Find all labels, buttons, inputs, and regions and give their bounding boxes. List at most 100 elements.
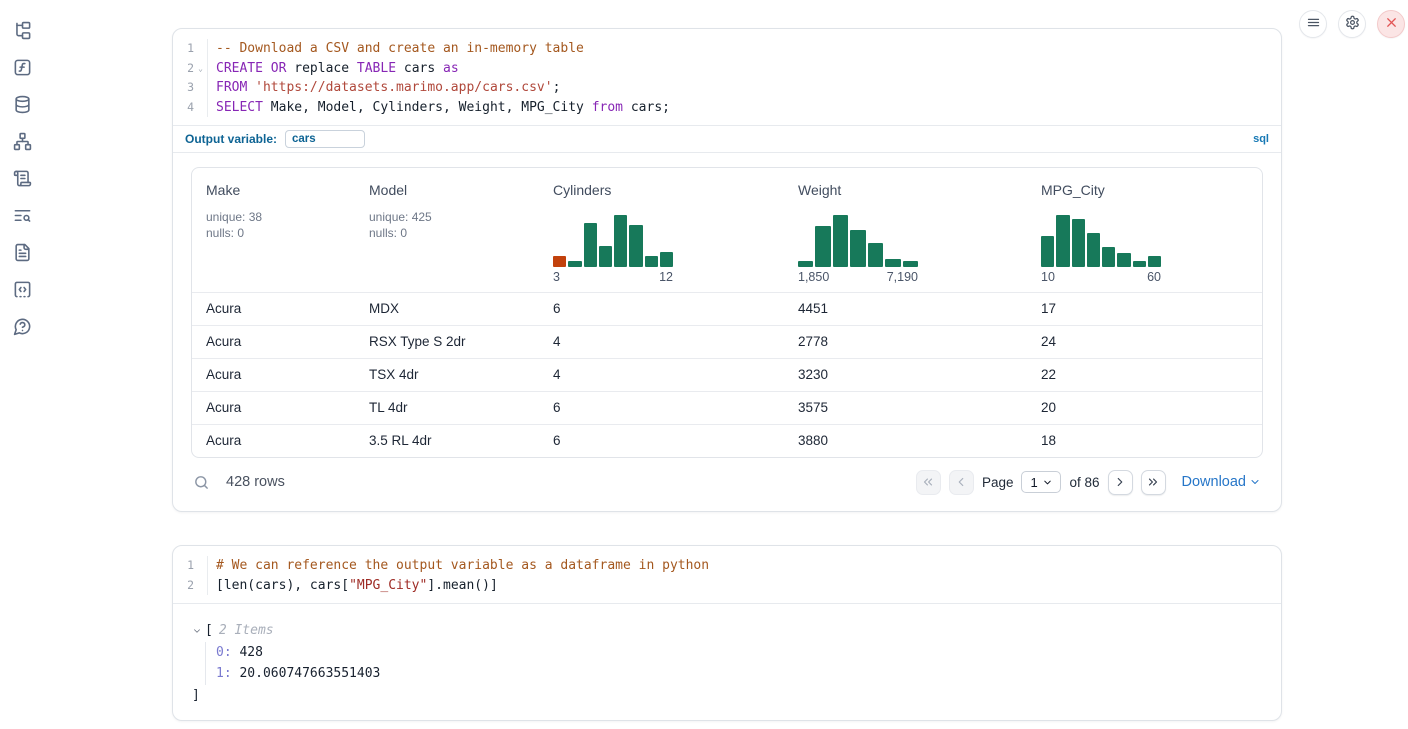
table-cell: TSX 4dr (355, 359, 539, 391)
python-code-editor[interactable]: 1# We can reference the output variable … (173, 546, 1281, 604)
table-footer: 428 rows Page 1 of 86 (193, 465, 1261, 499)
function-square-icon (13, 58, 32, 80)
sidebar-file-tree-button[interactable] (12, 22, 32, 42)
column-header-model[interactable]: Modelunique: 425nulls: 0 (355, 168, 539, 292)
code-line: 4SELECT Make, Model, Cylinders, Weight, … (173, 98, 1281, 118)
menu-icon (1306, 15, 1321, 33)
table-cell: RSX Type S 2dr (355, 326, 539, 358)
histogram-bar (1117, 253, 1130, 267)
histogram-bar (1072, 219, 1085, 267)
tree-item: 0: 428 (216, 642, 1265, 664)
tree-close-line: ] (192, 685, 1265, 707)
axis-label: 1,850 (798, 270, 829, 284)
sidebar-file-text-button[interactable] (12, 244, 32, 264)
column-header-cylinders[interactable]: Cylinders312 (539, 168, 784, 292)
sidebar-function-square-button[interactable] (12, 59, 32, 79)
histogram-bar (645, 256, 658, 267)
histogram-bar (584, 223, 597, 267)
row-count-label: 428 rows (226, 474, 285, 490)
column-stat: nulls: 0 (369, 225, 525, 241)
database-icon (13, 95, 32, 117)
histogram-axis-labels: 1060 (1041, 270, 1161, 284)
histogram-bar (599, 246, 612, 267)
code-text: # We can reference the output variable a… (208, 556, 709, 576)
settings-button[interactable] (1338, 10, 1366, 38)
last-page-button[interactable] (1141, 470, 1166, 495)
output-variable-input[interactable] (285, 130, 365, 148)
first-page-button[interactable] (916, 470, 941, 495)
sidebar-network-button[interactable] (12, 133, 32, 153)
chevrons-left-icon (921, 475, 935, 489)
table-cell: 6 (539, 293, 784, 325)
help-circle-icon (13, 317, 32, 339)
code-text: FROM 'https://datasets.marimo.app/cars.c… (208, 78, 560, 98)
sidebar-text-search-button[interactable] (12, 207, 32, 227)
page-label: Page (982, 475, 1014, 490)
close-icon (1384, 15, 1399, 33)
histogram-bar (1102, 247, 1115, 267)
table-row[interactable]: Acura3.5 RL 4dr6388018 (192, 424, 1262, 457)
code-line: 1-- Download a CSV and create an in-memo… (173, 39, 1281, 59)
table-cell: 4 (539, 326, 784, 358)
marimo-notebook: { "sidebar": { "icons": ["file-tree", "f… (0, 0, 1408, 729)
table-row[interactable]: AcuraMDX6445117 (192, 292, 1262, 325)
histogram-bar (903, 261, 918, 267)
menu-button[interactable] (1299, 10, 1327, 38)
page-select[interactable]: 1 (1021, 471, 1061, 493)
line-gutter: 2⌄ (173, 59, 208, 79)
code-text: CREATE OR replace TABLE cars as (208, 59, 459, 79)
table-cell: 24 (1027, 326, 1262, 358)
code-line: 3 FROM 'https://datasets.marimo.app/cars.… (173, 78, 1281, 98)
sidebar-scroll-text-button[interactable] (12, 170, 32, 190)
page-total-label: of 86 (1069, 475, 1099, 490)
sidebar-help-circle-button[interactable] (12, 318, 32, 338)
table-row[interactable]: AcuraTL 4dr6357520 (192, 391, 1262, 424)
previous-page-button[interactable] (949, 470, 974, 495)
data-table: Makeunique: 38nulls: 0Modelunique: 425nu… (191, 167, 1263, 458)
table-cell: 2778 (784, 326, 1027, 358)
table-header-row: Makeunique: 38nulls: 0Modelunique: 425nu… (192, 168, 1262, 292)
histogram-bars (553, 215, 673, 267)
table-cell: 4451 (784, 293, 1027, 325)
pagination: Page 1 of 86 (916, 470, 1166, 495)
top-right-controls (1299, 10, 1405, 38)
table-search-button[interactable] (193, 474, 210, 491)
table-row[interactable]: AcuraTSX 4dr4323022 (192, 358, 1262, 391)
table-cell: Acura (192, 359, 355, 391)
table-cell: 6 (539, 392, 784, 424)
column-header-mpg_city[interactable]: MPG_City1060 (1027, 168, 1262, 292)
histogram: 312 (553, 215, 673, 284)
search-icon (193, 474, 210, 491)
tree-item-value: 428 (232, 645, 263, 660)
column-header-make[interactable]: Makeunique: 38nulls: 0 (192, 168, 355, 292)
histogram-bars (798, 215, 918, 267)
sql-code-editor[interactable]: 1-- Download a CSV and create an in-memo… (173, 29, 1281, 125)
close-button[interactable] (1377, 10, 1405, 38)
chevron-down-icon (1249, 476, 1261, 488)
download-label: Download (1182, 474, 1247, 490)
language-badge: sql (1253, 133, 1269, 145)
chevron-down-icon (1042, 477, 1053, 488)
table-cell: TL 4dr (355, 392, 539, 424)
histogram-bar (1041, 236, 1054, 267)
next-page-button[interactable] (1108, 470, 1133, 495)
column-header-weight[interactable]: Weight1,8507,190 (784, 168, 1027, 292)
table-row[interactable]: AcuraRSX Type S 2dr4277824 (192, 325, 1262, 358)
tree-items: 0: 4281: 20.060747663551403 (205, 642, 1265, 685)
fold-chevron-icon[interactable]: ⌄ (194, 59, 207, 79)
download-button[interactable]: Download (1182, 474, 1262, 490)
python-cell: 1# We can reference the output variable … (172, 545, 1282, 721)
histogram-bar (629, 225, 642, 267)
tree-close-bracket: ] (192, 685, 200, 707)
line-number: 3 (173, 78, 194, 98)
table-cell: 22 (1027, 359, 1262, 391)
column-stat: unique: 38 (206, 209, 341, 225)
sidebar-snippets-code-button[interactable] (12, 281, 32, 301)
line-number: 2 (173, 576, 194, 596)
code-line: 1# We can reference the output variable … (173, 556, 1281, 576)
histogram-axis-labels: 312 (553, 270, 673, 284)
table-cell: Acura (192, 392, 355, 424)
histogram-bar (833, 215, 848, 267)
tree-collapse-button[interactable] (192, 626, 202, 636)
sidebar-database-button[interactable] (12, 96, 32, 116)
